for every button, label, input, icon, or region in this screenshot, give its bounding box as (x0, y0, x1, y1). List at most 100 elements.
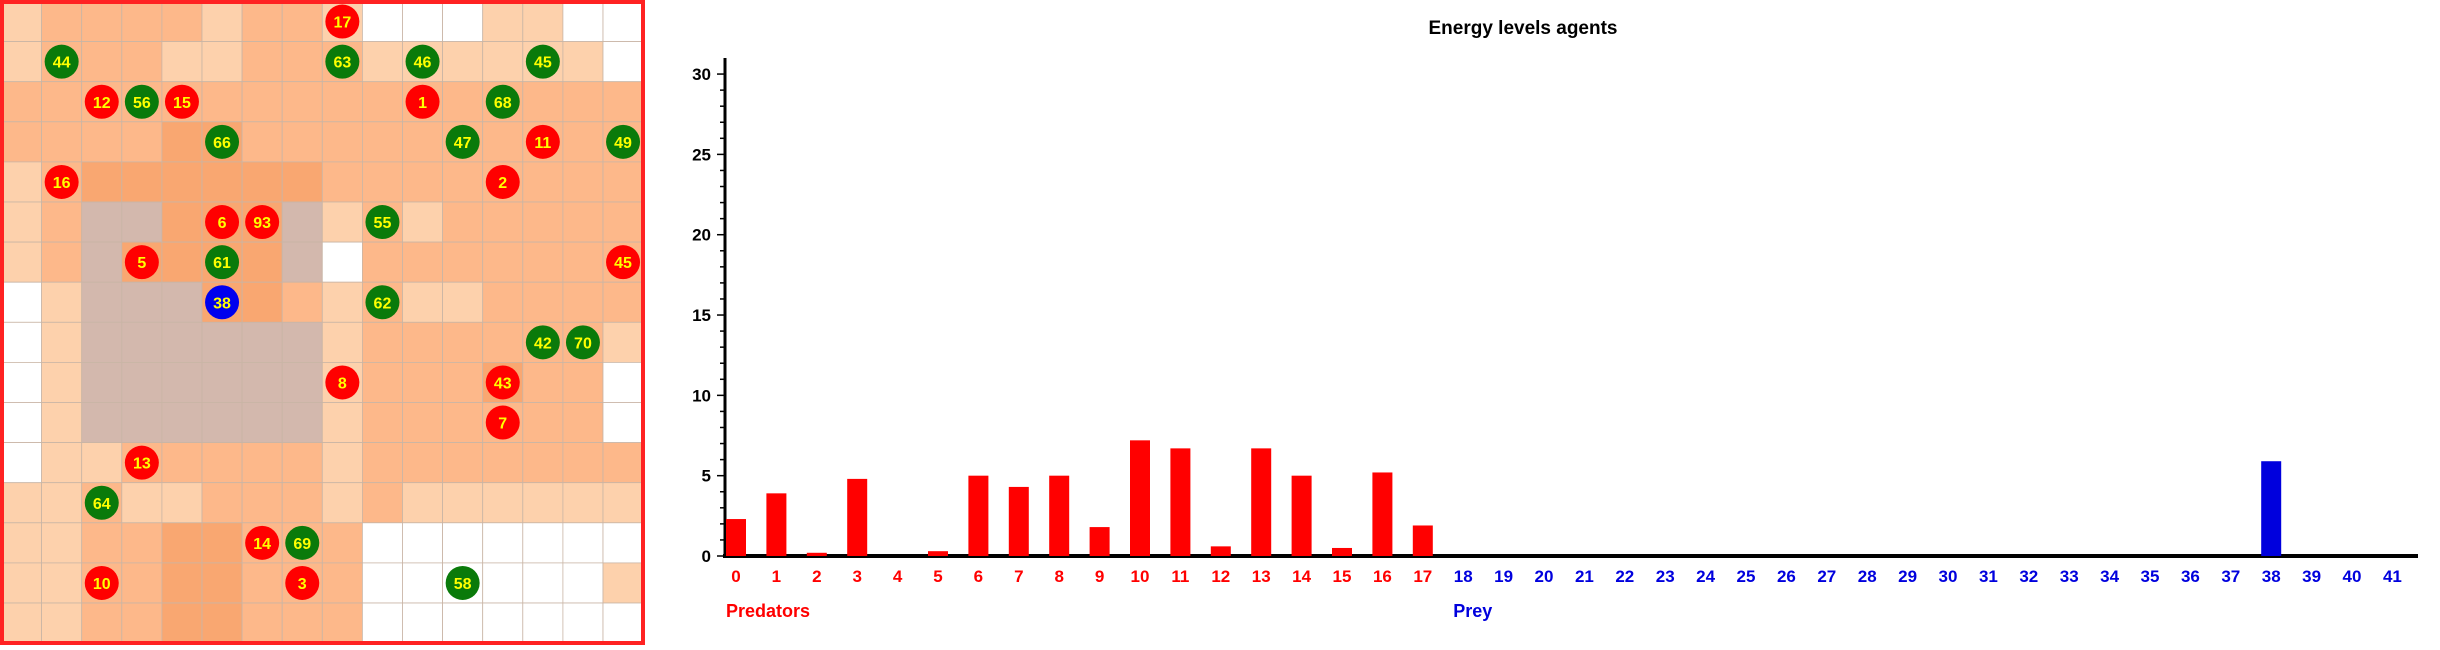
agent-prey[interactable]: 70 (565, 325, 600, 360)
agent-marker[interactable] (405, 84, 440, 119)
agent-marker[interactable] (485, 164, 520, 199)
agent-predator[interactable]: 17 (325, 4, 360, 39)
agent-predator[interactable]: 93 (245, 205, 280, 240)
agent-marker[interactable] (485, 84, 520, 119)
grid-cell (562, 402, 604, 443)
agent-marker[interactable] (325, 4, 360, 39)
agent-predator[interactable]: 45 (606, 245, 641, 280)
agent-marker[interactable] (124, 245, 159, 280)
grid-cell (321, 321, 363, 363)
agent-marker[interactable] (285, 565, 320, 600)
agent-label: 6 (218, 215, 227, 232)
grid-cell (241, 482, 283, 524)
agent-marker[interactable] (205, 285, 240, 320)
agent-marker[interactable] (325, 44, 360, 79)
agent-marker[interactable] (44, 164, 79, 199)
agent-predator[interactable]: 15 (164, 84, 199, 119)
agent-prey[interactable]: 42 (525, 325, 560, 360)
energy-bar (1332, 547, 1352, 556)
agent-marker[interactable] (445, 124, 480, 159)
agent-marker[interactable] (606, 245, 641, 280)
agent-prey[interactable]: 64 (84, 485, 119, 520)
grid-cell (121, 602, 163, 644)
grid-cell (402, 1, 443, 42)
grid-cell (201, 602, 243, 644)
agent-marker[interactable] (485, 365, 520, 400)
x-tick-label: 23 (1656, 567, 1675, 586)
agent-marker[interactable] (365, 205, 400, 240)
group-label: Predators (726, 601, 810, 621)
agent-marker[interactable] (44, 44, 79, 79)
agent-label: 11 (534, 135, 551, 152)
world-grid: 17 44 63 46 45 12 56 15 1 68 66 47 11 49 16 2 6 93 55 5 61 45… (0, 0, 645, 645)
agent-prey[interactable]: 49 (606, 124, 641, 159)
grid-cell (201, 482, 243, 524)
agent-prey[interactable]: 69 (285, 525, 320, 560)
agent-marker[interactable] (124, 84, 159, 119)
agent-prey[interactable]: 68 (485, 84, 520, 119)
agent-predator[interactable]: 14 (245, 525, 280, 560)
agent-marker[interactable] (84, 485, 119, 520)
agent-marker[interactable] (445, 565, 480, 600)
agent-predator[interactable]: 12 (84, 84, 119, 119)
grid-cell (442, 281, 484, 323)
agent-predator[interactable]: 3 (285, 565, 320, 600)
agent-prey[interactable]: 62 (365, 285, 400, 320)
agent-marker[interactable] (84, 84, 119, 119)
agent-marker[interactable] (205, 124, 240, 159)
agent-marker[interactable] (365, 285, 400, 320)
agent-predator[interactable]: 2 (485, 164, 520, 199)
agent-marker[interactable] (325, 365, 360, 400)
grid-cell (281, 241, 323, 283)
x-tick-label: 7 (1014, 567, 1023, 586)
agent-predator[interactable]: 16 (44, 164, 79, 199)
agent-marker[interactable] (405, 44, 440, 79)
agent-prey[interactable]: 47 (445, 124, 480, 159)
agent-predator[interactable]: 13 (124, 445, 159, 480)
agent-predator[interactable]: 5 (124, 245, 159, 280)
agent-selected[interactable]: 38 (205, 285, 240, 320)
agent-marker[interactable] (285, 525, 320, 560)
agent-marker[interactable] (205, 205, 240, 240)
agent-predator[interactable]: 8 (325, 365, 360, 400)
agent-marker[interactable] (525, 124, 560, 159)
agent-marker[interactable] (525, 325, 560, 360)
x-tick-label: 26 (1777, 567, 1796, 586)
grid-cell (1, 321, 42, 363)
agent-marker[interactable] (565, 325, 600, 360)
grid-cell (562, 1, 604, 42)
agent-label: 44 (53, 55, 71, 72)
agent-predator[interactable]: 6 (205, 205, 240, 240)
agent-marker[interactable] (245, 205, 280, 240)
agent-marker[interactable] (606, 124, 641, 159)
grid-cell (402, 321, 443, 363)
x-tick-label: 21 (1575, 567, 1594, 586)
agent-marker[interactable] (205, 245, 240, 280)
agent-prey[interactable]: 63 (325, 44, 360, 79)
agent-prey[interactable]: 66 (205, 124, 240, 159)
grid-cell (562, 442, 604, 484)
agent-prey[interactable]: 61 (205, 245, 240, 280)
agent-prey[interactable]: 45 (525, 44, 560, 79)
grid-cell (562, 81, 604, 123)
agent-marker[interactable] (84, 565, 119, 600)
agent-predator[interactable]: 10 (84, 565, 119, 600)
agent-predator[interactable]: 1 (405, 84, 440, 119)
agent-marker[interactable] (485, 405, 520, 440)
agent-prey[interactable]: 56 (124, 84, 159, 119)
agent-prey[interactable]: 44 (44, 44, 79, 79)
agent-predator[interactable]: 43 (485, 365, 520, 400)
agent-marker[interactable] (245, 525, 280, 560)
x-tick-label: 27 (1817, 567, 1836, 586)
grid-cell (321, 602, 363, 644)
agent-prey[interactable]: 46 (405, 44, 440, 79)
grid-cell (41, 241, 83, 283)
agent-marker[interactable] (525, 44, 560, 79)
agent-predator[interactable]: 11 (525, 124, 560, 159)
agent-prey[interactable]: 55 (365, 205, 400, 240)
agent-prey[interactable]: 58 (445, 565, 480, 600)
agent-marker[interactable] (124, 445, 159, 480)
agent-marker[interactable] (164, 84, 199, 119)
agent-predator[interactable]: 7 (485, 405, 520, 440)
